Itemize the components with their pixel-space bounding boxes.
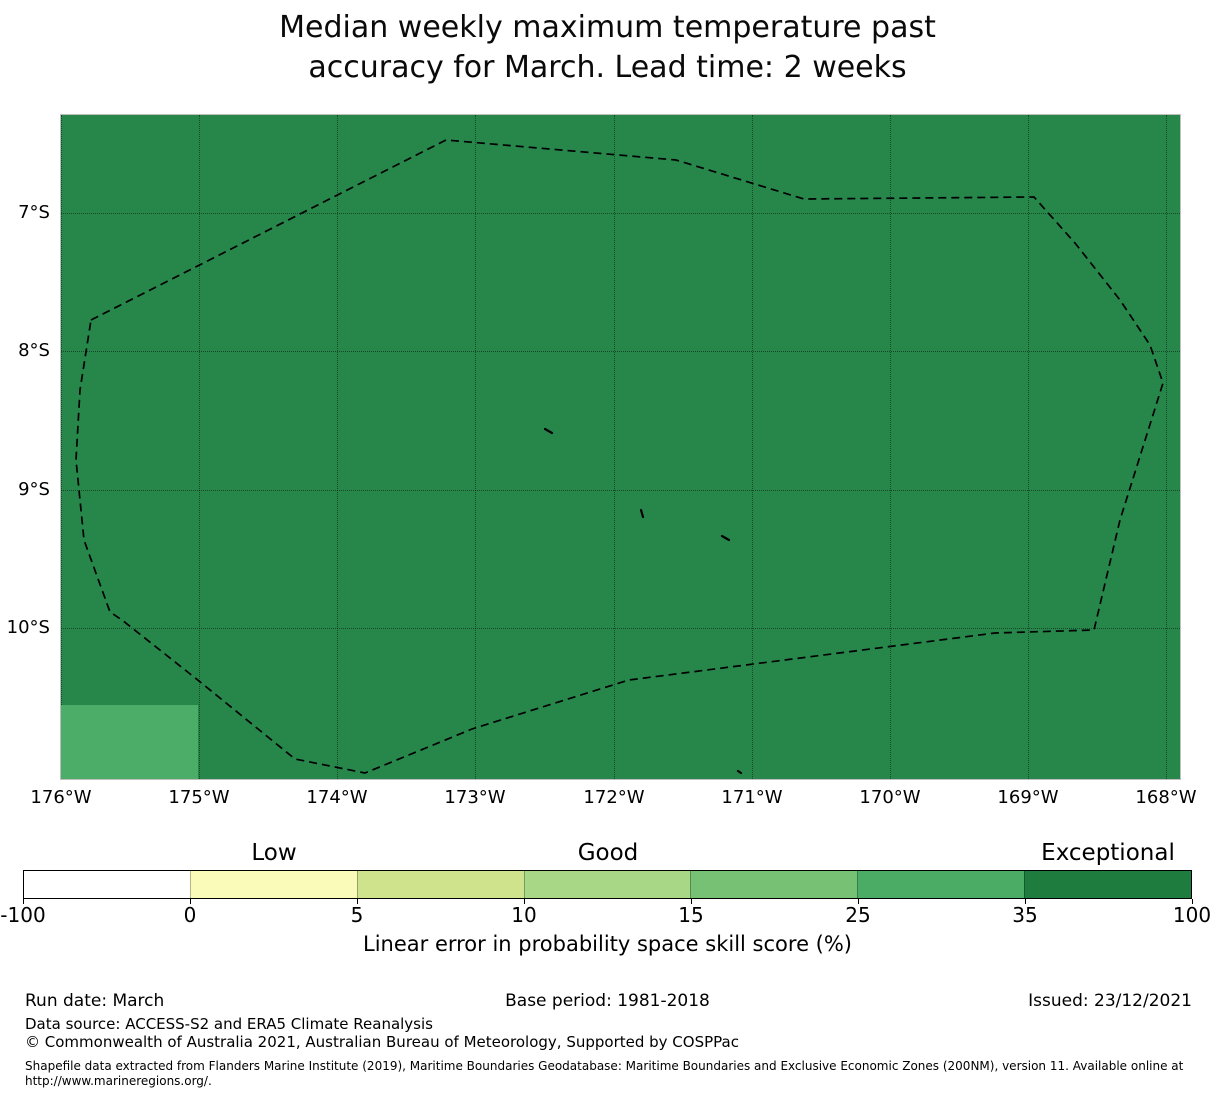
colorbar-segment-35-100 [1024, 871, 1192, 898]
xtick-172w: 172°W [583, 787, 645, 808]
eez-boundary-outline [75, 139, 1164, 774]
colorbar-label-good: Good [577, 840, 639, 866]
cb-ticklabel-100: 100 [1172, 903, 1212, 927]
xtick-171w: 171°W [721, 787, 783, 808]
figure-title-line1: Median weekly maximum temperature past [279, 10, 936, 45]
map-panel [60, 114, 1181, 780]
cb-ticklabel-15: 15 [678, 903, 704, 927]
xtick-169w: 169°W [997, 787, 1059, 808]
colorbar-segment-15-25 [690, 871, 858, 898]
ytick-9s: 9°S [18, 479, 50, 500]
cb-ticklabel-35: 35 [1012, 903, 1038, 927]
island-coastline-marks [543, 427, 743, 775]
gridline-175w [199, 115, 200, 779]
gridline-171w [752, 115, 753, 779]
cb-ticklabel-0: 0 [183, 903, 197, 927]
colorbar-label-low: Low [251, 840, 297, 866]
ytick-8s: 8°S [18, 340, 50, 361]
ytick-7s: 7°S [18, 202, 50, 223]
xtick-170w: 170°W [859, 787, 921, 808]
eez-boundary-layer [75, 139, 1164, 775]
figure-title: Median weekly maximum temperature past a… [0, 8, 1215, 88]
figure-title-line2: accuracy for March. Lead time: 2 weeks [308, 50, 907, 85]
colorbar-segment-25-35 [857, 871, 1025, 898]
colorbar-axis-label: Linear error in probability space skill … [363, 932, 852, 956]
colorbar [23, 870, 1192, 899]
gridline-9s [61, 490, 1180, 491]
cb-tick-15 [691, 899, 692, 904]
cb-tick-10 [524, 899, 525, 904]
cb-tick-5 [357, 899, 358, 904]
footer-shapefile-line2: http://www.marineregions.org/. [25, 1074, 212, 1088]
gridline-10s [61, 628, 1180, 629]
highlight-cell [61, 705, 198, 779]
cb-tick-100 [1192, 899, 1193, 904]
gridline-176w [61, 115, 62, 779]
gridline-170w [890, 115, 891, 779]
xtick-176w: 176°W [30, 787, 92, 808]
xtick-175w: 175°W [168, 787, 230, 808]
footer-base-period: Base period: 1981-2018 [505, 991, 710, 1011]
gridline-173w [475, 115, 476, 779]
colorbar-segment-5-10 [356, 871, 524, 898]
gridline-169w [1028, 115, 1029, 779]
xtick-168w: 168°W [1135, 787, 1197, 808]
footer-data-source: Data source: ACCESS-S2 and ERA5 Climate … [25, 1015, 433, 1033]
colorbar-segment-neg100-0 [24, 871, 190, 898]
gridline-8s [61, 351, 1180, 352]
ytick-10s: 10°S [6, 617, 50, 638]
footer-run-date: Run date: March [25, 991, 165, 1011]
footer-shapefile-line1: Shapefile data extracted from Flanders M… [25, 1059, 1184, 1073]
gridline-7s [61, 213, 1180, 214]
xtick-173w: 173°W [444, 787, 506, 808]
gridline-168w [1166, 115, 1167, 779]
gridline-174w [337, 115, 338, 779]
cb-tick-35 [1025, 899, 1026, 904]
footer-copyright: © Commonwealth of Australia 2021, Austra… [25, 1033, 739, 1051]
cb-ticklabel-25: 25 [845, 903, 871, 927]
cb-tick-neg100 [23, 899, 24, 904]
xtick-174w: 174°W [306, 787, 368, 808]
footer-shapefile-attribution: Shapefile data extracted from Flanders M… [25, 1059, 1195, 1089]
gridline-172w [614, 115, 615, 779]
cb-ticklabel-neg100: -100 [0, 903, 46, 927]
colorbar-segment-0-5 [189, 871, 357, 898]
cb-tick-25 [858, 899, 859, 904]
cb-ticklabel-5: 5 [350, 903, 364, 927]
footer-issued-date: Issued: 23/12/2021 [1028, 991, 1192, 1011]
colorbar-label-exceptional: Exceptional [1041, 840, 1175, 866]
cb-tick-0 [190, 899, 191, 904]
colorbar-segment-10-15 [523, 871, 691, 898]
cb-ticklabel-10: 10 [511, 903, 537, 927]
